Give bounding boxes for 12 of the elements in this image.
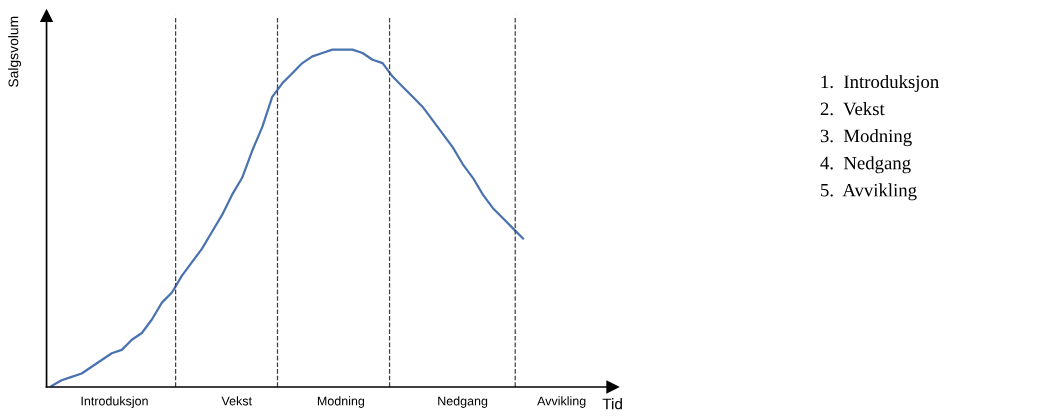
text: Nedgang xyxy=(438,396,488,408)
text: 4. Nedgang xyxy=(820,156,911,174)
text: Modning xyxy=(317,396,365,408)
y-axis-title: Salgsvolum xyxy=(8,16,22,87)
text: Avvikling xyxy=(537,396,586,408)
text: Introduksjon xyxy=(81,396,148,408)
text: Vekst xyxy=(221,396,252,406)
x-axis-title: Tid xyxy=(602,398,622,410)
text: 1. Introduksjon xyxy=(821,74,939,92)
text: 5. Avvikling xyxy=(821,183,917,201)
text: 3. Modning xyxy=(820,129,912,147)
text: 2. Vekst xyxy=(820,102,885,116)
